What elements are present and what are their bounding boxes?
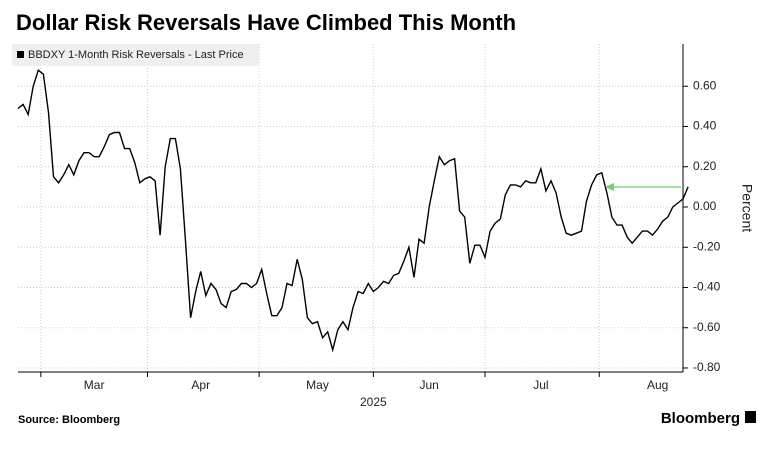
series-line	[17, 69, 689, 353]
legend-box	[12, 44, 259, 66]
legend-label: BBDXY 1-Month Risk Reversals - Last Pric…	[28, 49, 244, 61]
x-tick-label: Apr	[191, 378, 210, 392]
chart-title: Dollar Risk Reversals Have Climbed This …	[16, 10, 516, 35]
x-tick-label: May	[306, 378, 329, 392]
y-tick-label: 0.60	[693, 78, 717, 92]
x-tick-label: Jul	[533, 378, 548, 392]
brand-icon	[745, 411, 756, 423]
x-tick-label: Mar	[84, 378, 105, 392]
y-tick-label: -0.60	[693, 320, 721, 334]
x-axis-title: 2025	[360, 395, 387, 409]
x-tick-label: Aug	[647, 378, 668, 392]
legend-swatch	[17, 51, 24, 58]
y-axis-title: Percent	[739, 184, 755, 232]
x-tick-label: Jun	[420, 378, 439, 392]
y-tick-label: -0.40	[693, 280, 721, 294]
y-tick-label: 0.20	[693, 159, 717, 173]
source: Source: Bloomberg	[18, 414, 120, 426]
y-tick-label: 0.40	[693, 119, 717, 133]
y-tick-label: -0.80	[693, 360, 721, 374]
annotation-arrowhead	[605, 183, 614, 191]
y-tick-label: 0.00	[693, 199, 717, 213]
brand: Bloomberg	[661, 410, 740, 427]
y-tick-label: -0.20	[693, 239, 721, 253]
